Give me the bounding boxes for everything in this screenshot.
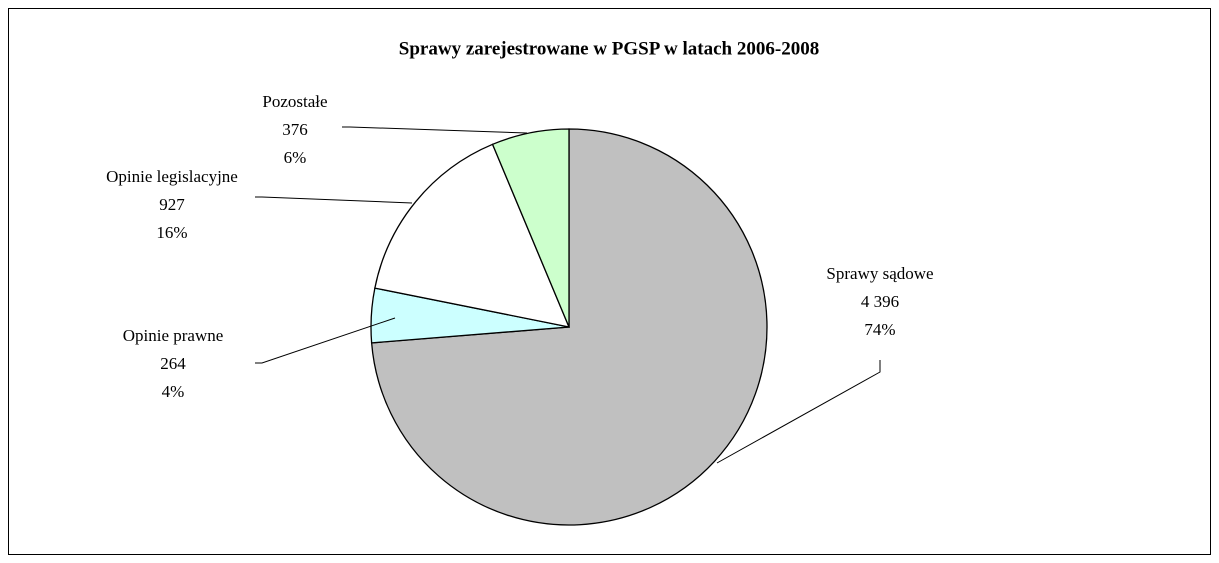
leader-line [255, 196, 413, 204]
slice-value: 927 [159, 195, 185, 214]
slice-label: Pozostałe [262, 92, 327, 111]
leader-line [716, 360, 881, 464]
slice-value: 264 [160, 354, 186, 373]
chart-title: Sprawy zarejestrowane w PGSP w latach 20… [399, 38, 819, 59]
pie-slice [491, 128, 570, 328]
slice-label: Opinie legislacyjne [106, 167, 238, 186]
slice-percent: 16% [156, 223, 187, 242]
slice-percent: 6% [284, 148, 307, 167]
slice-value: 4 396 [861, 292, 899, 311]
leader-line [342, 126, 528, 134]
slice-label: Opinie prawne [123, 326, 224, 345]
slice-label: Sprawy sądowe [826, 264, 933, 283]
leader-line [255, 317, 396, 364]
slice-percent: 4% [162, 382, 185, 401]
slice-value: 376 [282, 120, 308, 139]
pie-slice [374, 143, 571, 328]
slice-percent: 74% [864, 320, 895, 339]
leader-lines [255, 126, 881, 464]
